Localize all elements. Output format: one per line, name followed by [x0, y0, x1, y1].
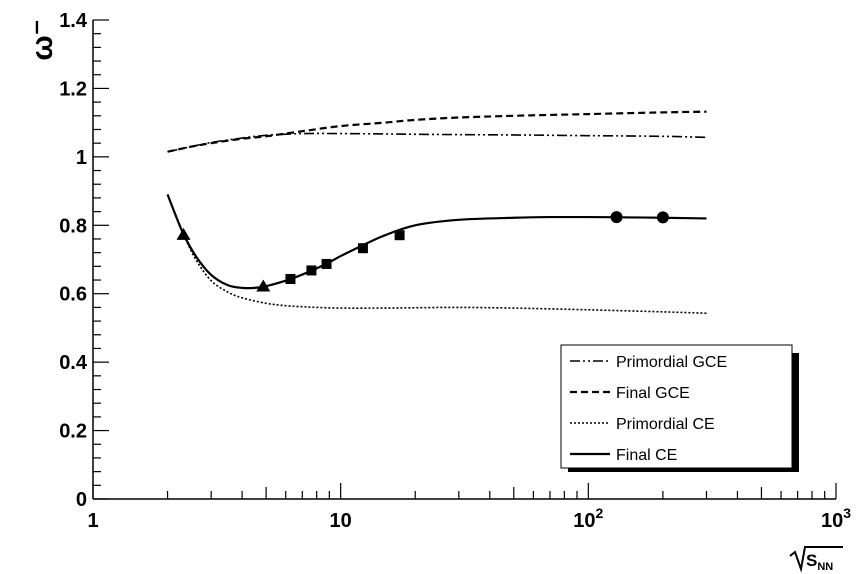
data-point-circle [610, 211, 623, 224]
data-point-triangle [256, 279, 271, 292]
axes: 0 0.2 0.4 0.6 0.8 1 1.2 1.4 1 10 102 103 [59, 10, 851, 532]
legend-box [560, 344, 793, 469]
legend-label: Primordial CE [616, 416, 715, 433]
data-point-circle [656, 211, 669, 224]
y-tick-label: 0 [76, 489, 87, 511]
data-point-square [394, 230, 405, 241]
x-tick-label: 10 [330, 510, 352, 532]
data-point-triangle [176, 227, 191, 240]
y-tick-label: 1.4 [59, 10, 88, 32]
y-axis-label: ω⁻ [26, 19, 59, 60]
y-tick-label: 1.2 [59, 78, 87, 100]
series-line-final-gce [167, 110, 707, 153]
legend-label: Primordial GCE [616, 354, 727, 371]
plot-area [166, 110, 707, 315]
y-tick-label: 0.8 [59, 215, 87, 237]
legend-label: Final GCE [616, 385, 690, 402]
y-tick-label: 0.2 [59, 421, 87, 443]
legend: Primordial GCE Final GCE Primordial CE Fina… [560, 344, 799, 472]
y-tick-label: 0.6 [59, 284, 87, 306]
legend-label: Final CE [616, 447, 677, 464]
x-tick-label: 102 [573, 505, 603, 532]
data-point-square [357, 243, 368, 254]
series-line-primordial-ce [166, 194, 707, 315]
y-tick-label: 0.4 [59, 352, 88, 374]
y-tick-label: 1 [76, 147, 87, 169]
data-point-square [306, 265, 317, 276]
sqrt-symbol [789, 546, 843, 573]
data-point-square [321, 258, 332, 269]
data-point-square [285, 274, 296, 285]
x-tick-label: 1 [87, 510, 98, 532]
x-tick-label: 103 [821, 505, 851, 532]
